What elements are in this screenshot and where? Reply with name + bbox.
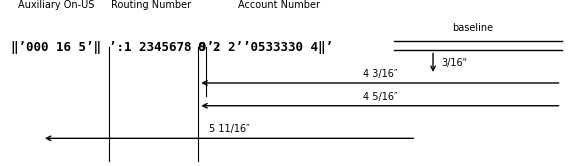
Text: baseline: baseline (453, 23, 494, 33)
Text: Account Number: Account Number (238, 0, 320, 10)
Text: 4 5/16″: 4 5/16″ (363, 92, 397, 102)
Text: 5 11/16″: 5 11/16″ (209, 124, 250, 134)
Text: ’:1 2345678 9’:: ’:1 2345678 9’: (109, 41, 222, 54)
Text: 3/16": 3/16" (441, 58, 467, 69)
Text: 4 3/16″: 4 3/16″ (363, 69, 397, 79)
Text: Auxiliary On-US: Auxiliary On-US (18, 0, 94, 10)
Text: ‖’000 16 5’‖: ‖’000 16 5’‖ (11, 41, 101, 54)
Text: 0 2 2’’0533330 4‖’: 0 2 2’’0533330 4‖’ (198, 41, 333, 54)
Text: Routing Number: Routing Number (111, 0, 191, 10)
